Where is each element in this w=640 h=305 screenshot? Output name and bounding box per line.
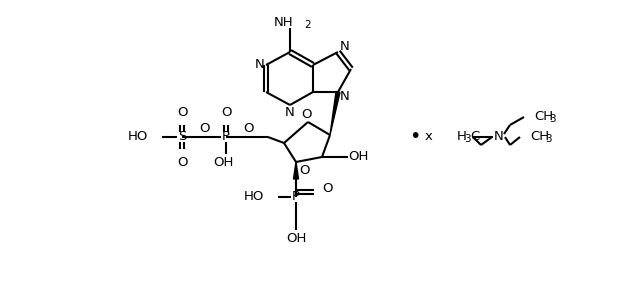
Text: NH: NH: [273, 16, 293, 30]
Text: CH: CH: [534, 110, 553, 124]
Text: 2: 2: [304, 20, 310, 30]
Text: •: •: [410, 127, 420, 146]
Text: x: x: [425, 131, 433, 143]
Text: N: N: [494, 131, 504, 143]
Text: C: C: [470, 131, 479, 143]
Text: P: P: [292, 191, 300, 203]
Text: 3: 3: [545, 134, 552, 144]
Text: O: O: [322, 182, 333, 196]
Text: N: N: [340, 91, 349, 103]
Polygon shape: [330, 92, 340, 135]
Text: OH: OH: [286, 232, 306, 246]
Text: O: O: [177, 106, 188, 119]
Text: O: O: [177, 156, 188, 168]
Text: S: S: [178, 131, 186, 143]
Text: 3: 3: [549, 114, 556, 124]
Text: N: N: [285, 106, 295, 119]
Text: P: P: [222, 131, 230, 143]
Text: O: O: [301, 107, 311, 120]
Text: O: O: [243, 121, 253, 135]
Text: 3: 3: [464, 134, 470, 144]
Text: HO: HO: [244, 191, 264, 203]
Text: OH: OH: [213, 156, 233, 168]
Text: HO: HO: [127, 131, 148, 143]
Text: O: O: [299, 164, 310, 177]
Text: O: O: [199, 121, 209, 135]
Polygon shape: [294, 162, 298, 179]
Text: N: N: [340, 41, 349, 53]
Text: O: O: [221, 106, 231, 119]
Text: CH: CH: [530, 131, 549, 143]
Text: N: N: [255, 59, 265, 71]
Text: OH: OH: [348, 150, 368, 163]
Text: H: H: [457, 131, 467, 143]
